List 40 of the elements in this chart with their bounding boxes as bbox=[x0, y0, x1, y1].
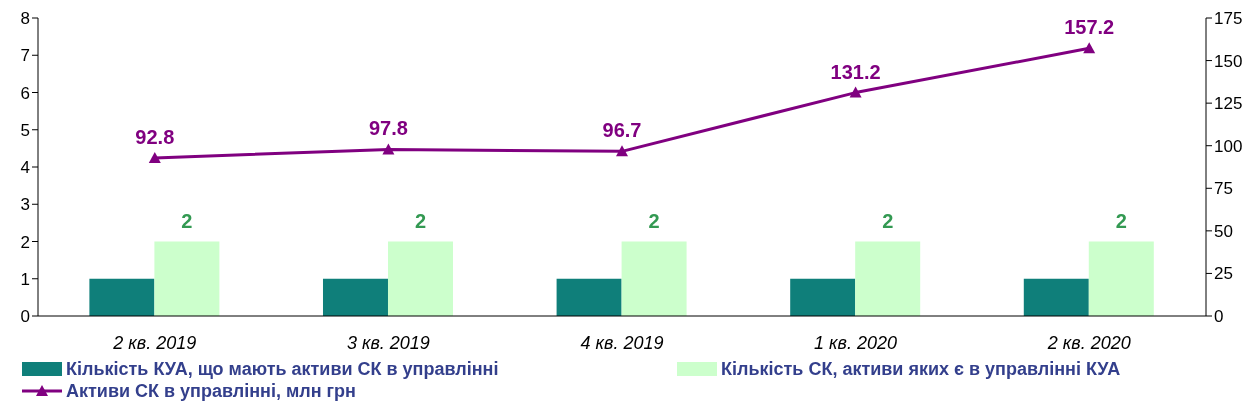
y2-tick-label: 175 bbox=[1214, 9, 1243, 29]
legend-label: Кількість СК, активи яких є в управлінні КУА bbox=[721, 358, 1121, 380]
data-label: 2 bbox=[882, 209, 894, 232]
y2-tick-label: 100 bbox=[1214, 136, 1243, 156]
data-label: 97.8 bbox=[368, 117, 408, 140]
data-label: 92.8 bbox=[135, 125, 175, 148]
legend-label: Кількість КУА, що мають активи СК в управлінні bbox=[66, 358, 499, 380]
y-tick-label: 5 bbox=[20, 120, 30, 140]
x-tick-label: 2 кв. 2019 bbox=[112, 332, 197, 353]
y-tick-label: 7 bbox=[20, 46, 30, 66]
y-tick-label: 3 bbox=[20, 195, 30, 215]
point bbox=[616, 145, 628, 157]
data-label: 2 bbox=[648, 209, 660, 232]
data-label: 131.2 bbox=[830, 60, 881, 83]
point bbox=[148, 151, 161, 163]
y-tick-label: 0 bbox=[20, 307, 30, 327]
x-tick-label: 2 кв. 2020 bbox=[1046, 332, 1131, 353]
y-tick-label: 8 bbox=[20, 9, 30, 29]
point bbox=[1083, 42, 1096, 54]
point bbox=[849, 86, 862, 98]
point bbox=[382, 143, 395, 155]
y2-tick-label: 50 bbox=[1214, 221, 1233, 241]
data-label: 2 bbox=[414, 209, 427, 232]
y-tick-label: 4 bbox=[20, 158, 30, 178]
data-label: 2 bbox=[181, 209, 193, 232]
y2-tick-label: 150 bbox=[1214, 51, 1243, 71]
y2-tick-label: 125 bbox=[1214, 94, 1243, 114]
legend-label: Активи СК в управлінні, млн грн bbox=[66, 380, 356, 402]
y2-tick-label: 25 bbox=[1214, 264, 1233, 284]
y2-tick-label: 0 bbox=[1214, 307, 1224, 327]
y-tick-label: 1 bbox=[20, 269, 30, 289]
data-label: 157.2 bbox=[1064, 16, 1115, 39]
x-tick-label: 1 кв. 2020 bbox=[814, 332, 898, 353]
x-tick-label: 3 кв. 2019 bbox=[346, 332, 430, 353]
y-tick-label: 6 bbox=[20, 83, 30, 103]
y2-tick-label: 75 bbox=[1214, 179, 1233, 199]
data-label: 2 bbox=[1115, 209, 1127, 232]
data-label: 96.7 bbox=[602, 119, 642, 142]
x-tick-label: 4 кв. 2019 bbox=[580, 332, 664, 353]
y-tick-label: 2 bbox=[20, 232, 30, 252]
